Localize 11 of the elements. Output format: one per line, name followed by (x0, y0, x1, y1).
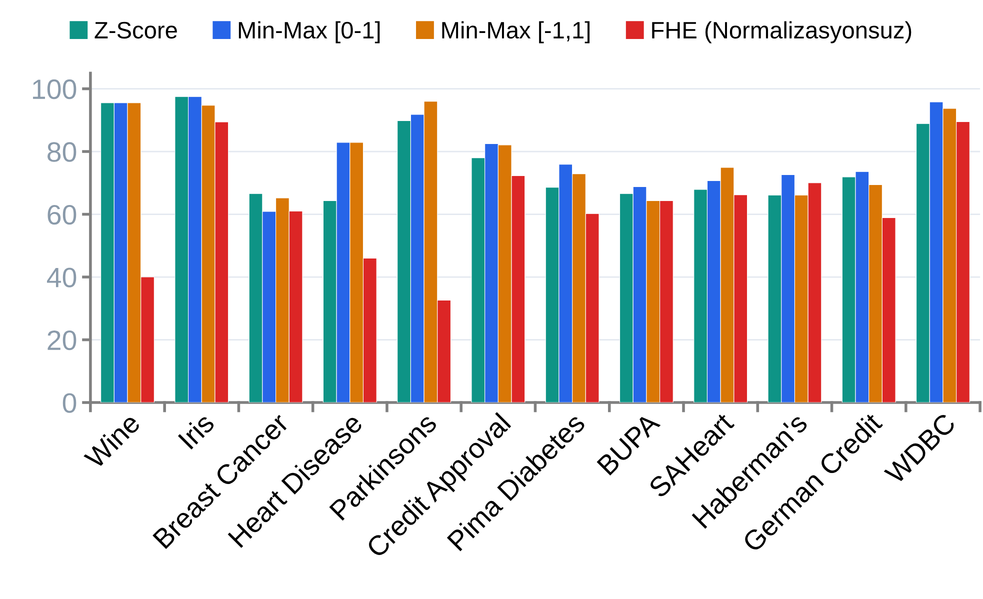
y-tick-label: 0 (62, 393, 76, 413)
legend-label: FHE (Normalizasyonsuz) (652, 21, 912, 44)
legend-label: Min-Max [-1,1] (442, 21, 590, 44)
y-tick-label: 40 (46, 268, 76, 288)
legend-label: Z-Score (94, 22, 177, 39)
y-tick-label: 100 (33, 79, 76, 100)
y-tick-label: 60 (48, 204, 76, 225)
y-tick-label: 80 (48, 142, 76, 162)
y-tick-label: 20 (48, 330, 76, 350)
legend-label: Min-Max [0-1] (238, 21, 380, 44)
x-tick-label: Iris (177, 412, 216, 450)
